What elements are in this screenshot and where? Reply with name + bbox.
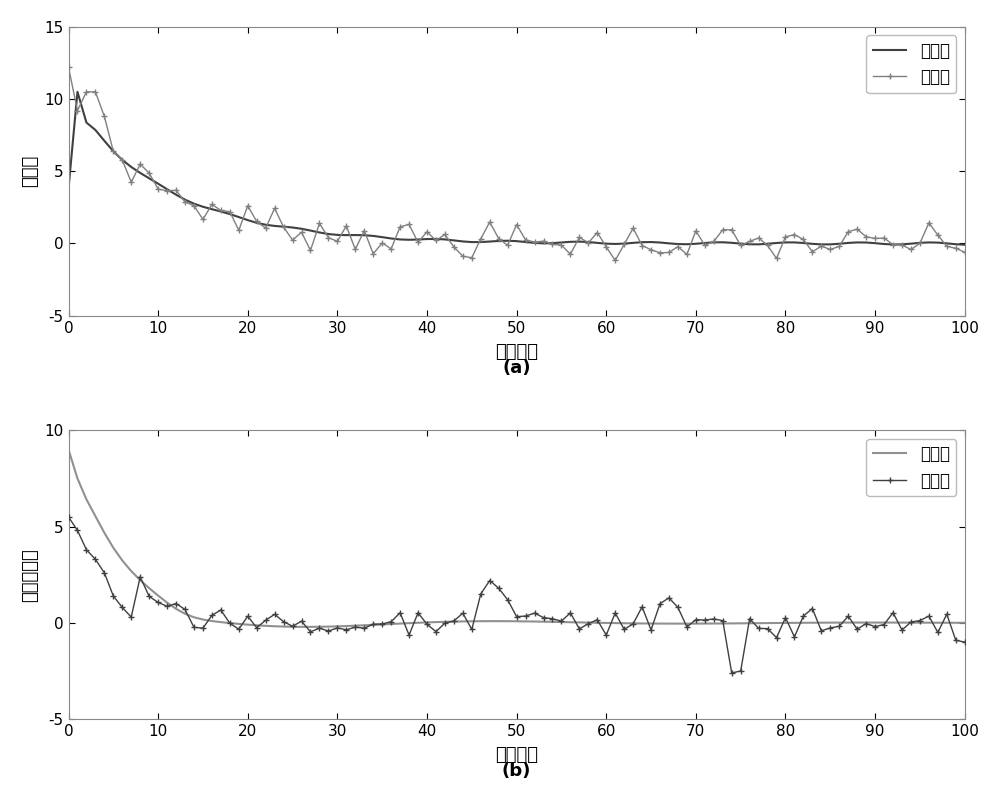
X-axis label: 采样次数: 采样次数	[495, 746, 538, 764]
Legend: 真实值, 估计值: 真实值, 估计值	[866, 35, 956, 93]
Text: (a): (a)	[502, 359, 531, 377]
Text: (b): (b)	[502, 762, 531, 781]
X-axis label: 采样次数: 采样次数	[495, 342, 538, 361]
Legend: 期望值, 估计值: 期望值, 估计值	[866, 438, 956, 496]
Y-axis label: 期望信噪比: 期望信噪比	[21, 548, 39, 602]
Y-axis label: 信噪比: 信噪比	[21, 155, 39, 187]
